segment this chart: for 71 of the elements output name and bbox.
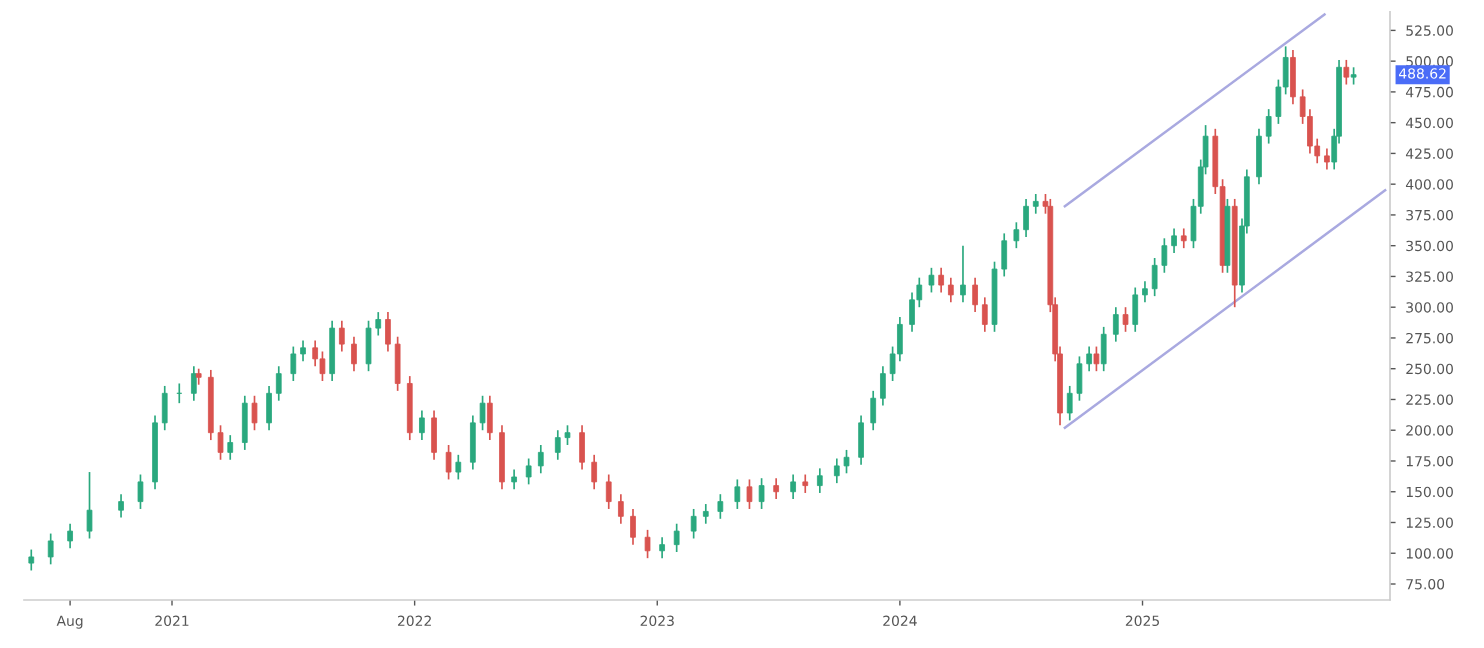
candlestick	[190, 365, 197, 402]
candlestick	[1290, 49, 1296, 106]
candlestick	[445, 444, 452, 481]
candlestick	[86, 471, 93, 540]
candlestick	[746, 478, 753, 510]
candlestick	[981, 296, 988, 333]
candlestick	[266, 385, 272, 432]
candlestick	[537, 444, 544, 475]
candlestick	[972, 276, 978, 313]
candlestick	[644, 529, 651, 560]
candlestick	[300, 339, 306, 363]
candlestick	[47, 532, 54, 566]
candlestick	[605, 473, 612, 510]
candlestick	[312, 339, 318, 368]
candlestick	[290, 345, 297, 382]
candlestick	[858, 414, 864, 466]
candlestick	[928, 266, 935, 294]
candlestick	[773, 477, 779, 500]
candlestick	[870, 390, 877, 432]
candlestick	[1171, 227, 1177, 254]
candlestick	[816, 467, 823, 494]
candlestick	[1112, 306, 1119, 343]
candlestick	[960, 244, 966, 304]
candlestick	[659, 536, 665, 560]
candlestick	[351, 335, 357, 373]
candlestick	[1324, 147, 1330, 171]
candlestick	[938, 266, 944, 294]
candlestick	[673, 522, 680, 553]
candlestick	[702, 503, 709, 525]
candlestick	[717, 493, 724, 520]
candlestick	[1023, 198, 1029, 238]
candlestick	[1256, 127, 1262, 186]
candlestick	[579, 424, 585, 471]
candlestick	[1343, 59, 1350, 86]
candlestick	[1032, 193, 1039, 215]
candlestick	[419, 409, 425, 441]
candlestick	[394, 335, 401, 392]
candlestick	[275, 365, 282, 402]
candlestick	[758, 477, 765, 510]
candlestick	[455, 453, 462, 481]
candlestick	[525, 457, 532, 486]
candlestick	[67, 522, 73, 550]
candlestick	[329, 319, 335, 382]
candlestick	[137, 473, 144, 510]
candlestick	[1013, 221, 1020, 249]
candlestick	[28, 548, 35, 572]
candlestick	[241, 394, 248, 451]
candlestick	[1132, 286, 1139, 333]
candlestick	[1142, 280, 1148, 304]
candlestick	[948, 276, 954, 304]
candlestick	[618, 493, 624, 525]
candlestick	[227, 434, 234, 461]
candlestick	[511, 468, 517, 491]
candlestick	[591, 453, 598, 491]
candlestick	[118, 493, 124, 519]
candlestick	[802, 473, 809, 494]
candlestick	[385, 311, 391, 353]
candlestick	[630, 508, 636, 546]
candlestick	[251, 394, 258, 432]
candlestick	[487, 394, 493, 441]
candlestick	[1122, 306, 1129, 333]
candlestick	[1093, 345, 1100, 373]
candlestick	[790, 473, 796, 500]
candlestick	[880, 365, 886, 407]
candlestick	[1100, 326, 1107, 373]
candlestick	[431, 409, 437, 461]
candlestick	[734, 478, 741, 510]
candlestick	[161, 385, 168, 432]
candlestick	[690, 508, 697, 540]
candlestick	[1180, 227, 1187, 249]
candlestick	[339, 319, 345, 353]
